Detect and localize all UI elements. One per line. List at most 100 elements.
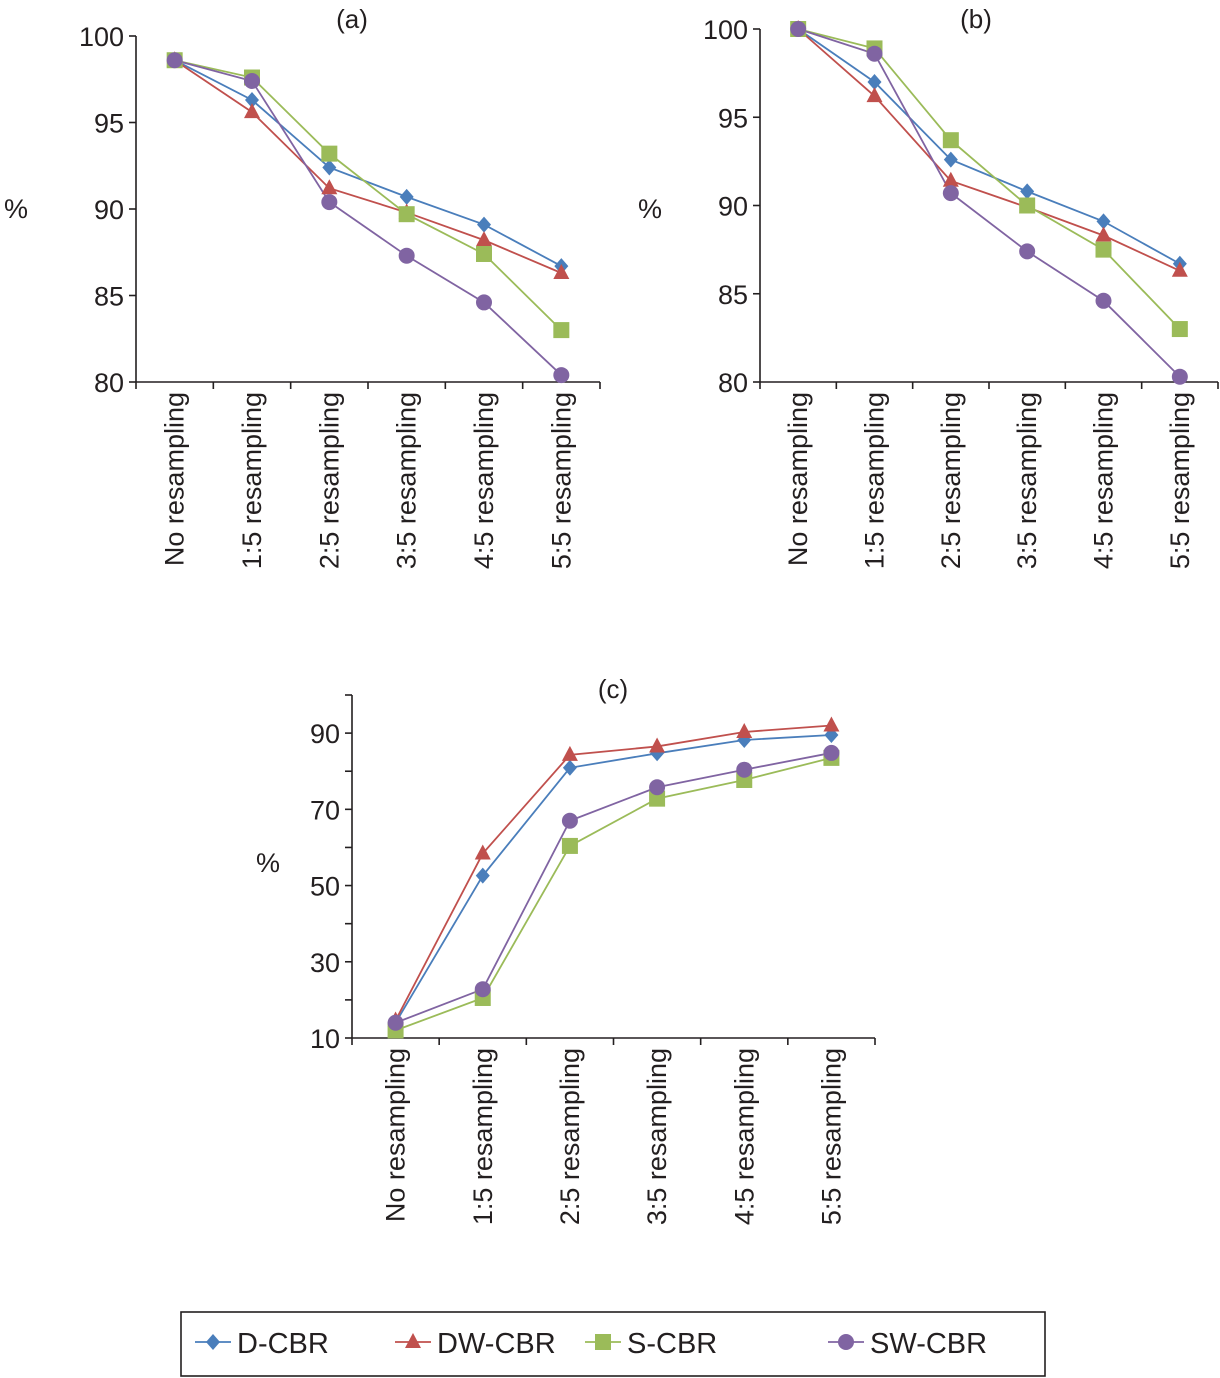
data-point-sw-cbr bbox=[561, 812, 578, 829]
series-line-sw-cbr bbox=[395, 752, 832, 1024]
data-point-d-cbr bbox=[245, 92, 259, 109]
data-point-dw-cbr bbox=[866, 87, 883, 103]
y-tick-label: 70 bbox=[310, 795, 340, 825]
y-tick-label: 80 bbox=[94, 368, 124, 398]
data-point-s-cbr bbox=[1171, 321, 1188, 338]
data-point-s-cbr bbox=[553, 322, 570, 339]
data-point-sw-cbr bbox=[321, 194, 338, 211]
x-tick-label: 4:5 resampling bbox=[469, 392, 499, 569]
legend-label: S-CBR bbox=[627, 1328, 717, 1360]
legend-marker-d-cbr bbox=[206, 1334, 220, 1350]
data-point-sw-cbr bbox=[1095, 292, 1112, 309]
legend-label: DW-CBR bbox=[437, 1328, 556, 1360]
data-point-dw-cbr bbox=[474, 844, 491, 860]
legend-marker-s-cbr bbox=[595, 1334, 611, 1350]
data-point-dw-cbr bbox=[942, 171, 959, 187]
data-point-dw-cbr bbox=[736, 722, 753, 738]
data-point-sw-cbr bbox=[1019, 243, 1036, 260]
x-tick-label: 1:5 resampling bbox=[237, 392, 267, 569]
data-point-d-cbr bbox=[867, 73, 882, 90]
data-point-sw-cbr bbox=[736, 761, 753, 778]
data-point-sw-cbr bbox=[476, 294, 492, 311]
data-point-dw-cbr bbox=[561, 745, 578, 761]
data-point-sw-cbr bbox=[866, 45, 883, 62]
data-point-d-cbr bbox=[1020, 183, 1035, 200]
legend-label: SW-CBR bbox=[870, 1328, 987, 1360]
x-tick-label: 3:5 resampling bbox=[642, 1048, 672, 1225]
data-point-s-cbr bbox=[1019, 197, 1036, 214]
data-point-s-cbr bbox=[942, 132, 959, 149]
x-tick-label: 2:5 resampling bbox=[936, 392, 966, 569]
data-point-dw-cbr bbox=[1171, 261, 1188, 277]
data-point-dw-cbr bbox=[476, 231, 492, 247]
data-point-d-cbr bbox=[1096, 213, 1111, 230]
x-tick-label: 2:5 resampling bbox=[555, 1048, 585, 1225]
x-tick-label: 2:5 resampling bbox=[314, 392, 344, 569]
y-tick-label: 95 bbox=[718, 103, 748, 133]
legend-box bbox=[180, 1311, 1046, 1377]
data-point-sw-cbr bbox=[649, 779, 666, 796]
data-point-s-cbr bbox=[321, 145, 338, 162]
x-tick-label: 5:5 resampling bbox=[816, 1048, 846, 1225]
data-point-sw-cbr bbox=[823, 744, 840, 761]
data-point-sw-cbr bbox=[244, 72, 260, 89]
data-point-s-cbr bbox=[561, 837, 578, 854]
legend: D-CBR DW-CBR S-CBR SW-CBR bbox=[180, 1311, 1046, 1377]
data-point-sw-cbr bbox=[387, 1014, 404, 1031]
x-tick-label: 5:5 resampling bbox=[1165, 392, 1195, 569]
legend-marker-dw-cbr bbox=[405, 1333, 421, 1348]
data-point-s-cbr bbox=[398, 206, 415, 223]
y-tick-label: 80 bbox=[718, 368, 748, 398]
x-tick-label: No resampling bbox=[381, 1048, 411, 1222]
data-point-dw-cbr bbox=[553, 264, 570, 280]
y-tick-label: 85 bbox=[718, 280, 748, 310]
y-axis-label: % bbox=[256, 848, 280, 878]
data-point-sw-cbr bbox=[166, 52, 183, 69]
y-axis-label: % bbox=[4, 194, 28, 224]
x-tick-label: 5:5 resampling bbox=[546, 392, 576, 569]
y-tick-label: 50 bbox=[310, 872, 340, 902]
x-tick-label: 4:5 resampling bbox=[729, 1048, 759, 1225]
chart-title: (a) bbox=[336, 4, 368, 34]
chart-panel-c: (c)% 10 30 50 70 90 No resampling 1:5 resamplin… bbox=[256, 674, 876, 1225]
series-line-sw-cbr bbox=[797, 28, 1181, 378]
data-point-s-cbr bbox=[1095, 241, 1112, 258]
chart-title: (c) bbox=[598, 674, 628, 704]
series-line-dw-cbr bbox=[394, 724, 832, 1021]
data-point-s-cbr bbox=[476, 245, 492, 262]
chart-title: (b) bbox=[960, 4, 992, 34]
data-point-sw-cbr bbox=[553, 367, 570, 384]
x-tick-label: 1:5 resampling bbox=[468, 1048, 498, 1225]
y-tick-label: 90 bbox=[310, 719, 340, 749]
x-tick-label: No resampling bbox=[783, 392, 813, 566]
x-tick-label: No resampling bbox=[160, 392, 190, 566]
chart-panel-a: (a)% 80 85 90 95 100 No resampling 1:5 resampli… bbox=[4, 4, 601, 569]
data-point-dw-cbr bbox=[244, 103, 260, 119]
data-point-d-cbr bbox=[943, 151, 958, 168]
y-tick-label: 30 bbox=[310, 948, 340, 978]
series-line-sw-cbr bbox=[174, 59, 562, 376]
series-line-d-cbr bbox=[797, 28, 1181, 265]
y-axis-label: % bbox=[638, 194, 662, 224]
data-point-dw-cbr bbox=[1095, 226, 1112, 242]
series-line-s-cbr bbox=[797, 28, 1181, 330]
data-point-dw-cbr bbox=[649, 737, 666, 753]
data-point-sw-cbr bbox=[474, 981, 491, 998]
chart-panel-b: (b)% 80 85 90 95 100 No resampling 1:5 resampli… bbox=[638, 4, 1219, 569]
x-tick-label: 4:5 resampling bbox=[1089, 392, 1119, 569]
data-point-sw-cbr bbox=[1171, 368, 1188, 385]
data-point-d-cbr bbox=[475, 867, 490, 884]
y-tick-label: 100 bbox=[703, 15, 748, 45]
x-tick-label: 3:5 resampling bbox=[392, 392, 422, 569]
y-tick-label: 85 bbox=[94, 282, 124, 312]
data-point-d-cbr bbox=[477, 216, 491, 233]
y-tick-label: 90 bbox=[718, 192, 748, 222]
x-tick-label: 1:5 resampling bbox=[860, 392, 890, 569]
data-point-d-cbr bbox=[399, 188, 414, 205]
y-tick-label: 100 bbox=[79, 22, 124, 52]
series-line-s-cbr bbox=[174, 59, 562, 331]
data-point-sw-cbr bbox=[790, 21, 807, 37]
y-tick-label: 10 bbox=[310, 1024, 340, 1054]
y-tick-label: 90 bbox=[94, 195, 124, 225]
